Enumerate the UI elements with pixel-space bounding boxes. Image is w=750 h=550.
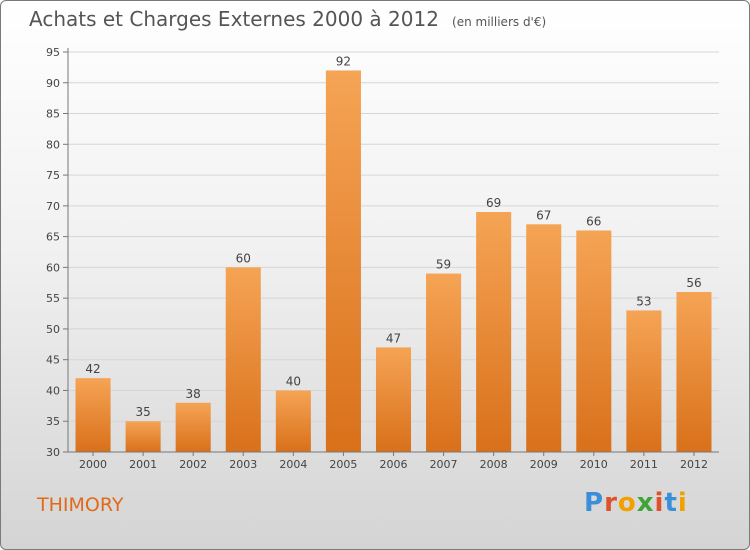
x-tick-label: 2009 [530,458,558,471]
data-label: 40 [286,374,301,388]
data-label: 69 [486,196,501,210]
x-tick-label: 2005 [329,458,357,471]
bar [476,212,512,452]
bar [125,421,161,452]
logo-letter: P [584,488,605,518]
x-tick-label: 2011 [630,458,658,471]
logo-letter: r [604,488,618,518]
x-tick-label: 2007 [430,458,458,471]
y-tick-label: 75 [46,169,60,182]
x-tick-label: 2001 [129,458,157,471]
data-label: 35 [135,405,150,419]
proxiti-logo: Proxiti [584,488,688,518]
title-main: Achats et Charges Externes 2000 à 2012 [29,7,439,31]
bar [526,224,562,452]
y-tick-label: 65 [46,231,60,244]
y-tick-label: 90 [46,77,60,90]
data-label: 56 [686,276,701,290]
x-tick-label: 2012 [680,458,708,471]
axes: 30 35 40 45 50 55 60 65 70 75 80 85 90 95 2000 2001 2002… [46,46,719,471]
bar [175,402,211,452]
bar [325,70,361,452]
data-label: 59 [436,258,451,272]
x-tick-label: 2010 [580,458,608,471]
y-tick-label: 30 [46,446,60,459]
bar [275,390,311,452]
bar [626,310,662,452]
x-tick-label: 2006 [380,458,408,471]
x-tick-label: 2000 [79,458,107,471]
bars: 42 35 38 60 40 92 47 59 69 67 66 53 56 [75,54,712,452]
logo-letter: x [636,488,655,518]
bar [75,378,111,452]
commune-name: THIMORY [37,494,124,516]
data-label: 47 [386,331,401,345]
data-label: 92 [336,54,351,68]
data-label: 38 [186,387,201,401]
y-tick-label: 85 [46,108,60,121]
bar [426,273,462,452]
y-tick-label: 95 [46,46,60,59]
logo-letter: i [677,488,688,518]
y-tick-label: 50 [46,323,60,336]
x-tick-label: 2004 [279,458,307,471]
bar [576,230,612,452]
y-tick-label: 60 [46,261,60,274]
bar [375,347,412,452]
logo-letter: t [664,488,678,518]
y-tick-label: 35 [46,415,60,428]
x-tick-label: 2002 [179,458,207,471]
y-tick-label: 40 [46,384,60,397]
y-tick-label: 55 [46,292,60,305]
y-tick-label: 45 [46,354,60,367]
title-unit: (en milliers d'€) [452,15,547,29]
logo-letter: o [617,488,637,518]
data-label: 66 [586,214,601,228]
data-label: 53 [636,294,651,308]
y-tick-label: 80 [46,138,60,151]
data-label: 67 [536,208,551,222]
data-label: 60 [236,251,251,265]
x-tick-label: 2003 [229,458,257,471]
data-label: 42 [85,362,100,376]
bar [225,267,261,452]
logo-letter: i [654,488,665,518]
y-tick-label: 70 [46,200,60,213]
x-tick-label: 2008 [480,458,508,471]
chart-title: Achats et Charges Externes 2000 à 2012 (… [29,7,546,31]
bar [676,292,712,452]
